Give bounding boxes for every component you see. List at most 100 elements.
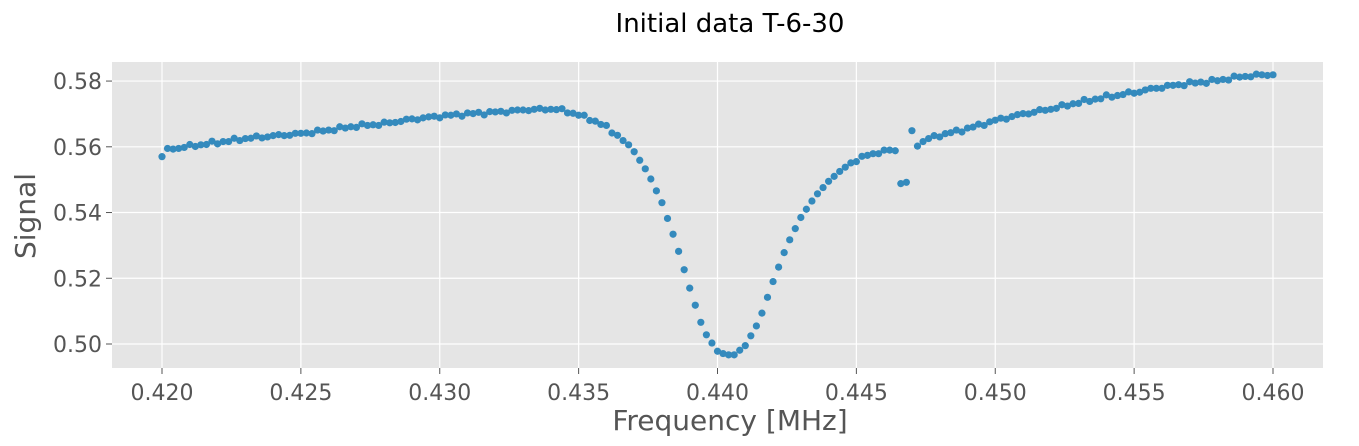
data-point xyxy=(613,131,622,139)
data-point xyxy=(1097,95,1105,103)
data-point xyxy=(547,105,555,113)
x-tick-label: 0.440 xyxy=(686,381,749,406)
data-point xyxy=(775,263,783,271)
data-point xyxy=(1263,71,1272,80)
data-point xyxy=(652,187,660,195)
data-point xyxy=(1252,70,1260,78)
data-point xyxy=(158,153,166,161)
data-point xyxy=(586,116,594,125)
data-point xyxy=(258,134,266,142)
data-point xyxy=(302,129,311,137)
data-point xyxy=(1169,81,1177,89)
data-point xyxy=(597,120,605,129)
data-point xyxy=(919,137,927,146)
data-point xyxy=(541,106,549,114)
data-point xyxy=(758,309,766,317)
data-point xyxy=(375,121,383,130)
data-point xyxy=(1041,106,1049,114)
data-point xyxy=(1219,75,1227,84)
data-point xyxy=(419,114,427,122)
data-point xyxy=(291,129,299,137)
x-tick-label: 0.445 xyxy=(825,381,888,406)
data-point xyxy=(202,140,211,149)
data-point xyxy=(1191,79,1199,87)
data-point xyxy=(352,123,361,132)
data-point xyxy=(747,332,755,340)
data-point xyxy=(936,133,944,141)
data-point xyxy=(569,109,577,117)
data-point xyxy=(430,112,438,120)
data-point xyxy=(1136,88,1144,96)
data-point xyxy=(1124,88,1133,96)
data-point xyxy=(308,130,316,138)
data-point xyxy=(886,146,894,154)
data-point xyxy=(213,140,222,148)
data-point xyxy=(475,108,483,116)
data-point xyxy=(341,124,349,132)
data-point xyxy=(608,129,616,137)
x-tick-label: 0.450 xyxy=(964,381,1027,406)
data-point xyxy=(458,112,466,120)
data-point xyxy=(619,136,627,145)
data-point xyxy=(469,110,477,118)
data-point xyxy=(413,116,422,124)
data-point xyxy=(558,105,566,113)
data-point xyxy=(941,130,949,138)
data-point xyxy=(225,137,233,146)
data-point xyxy=(230,134,238,142)
data-point xyxy=(1163,81,1172,89)
data-point xyxy=(247,134,255,142)
x-axis-ticks: 0.420 0.425 0.430 0.435 0.440 0.445 0.450 0.455… xyxy=(131,368,1305,406)
data-point xyxy=(830,172,838,180)
data-point xyxy=(1008,112,1016,121)
data-point xyxy=(330,127,338,135)
data-point xyxy=(269,132,277,140)
chart-title: Initial data T-6-30 xyxy=(616,9,845,39)
data-point xyxy=(1063,102,1072,110)
data-point xyxy=(858,152,866,160)
data-point xyxy=(1186,78,1194,86)
data-point xyxy=(186,140,194,149)
data-point xyxy=(730,351,738,359)
data-point xyxy=(947,129,955,137)
data-point xyxy=(780,249,788,257)
data-point xyxy=(380,118,388,126)
data-point xyxy=(1069,100,1077,108)
data-point xyxy=(863,151,872,159)
data-point xyxy=(1074,99,1083,108)
data-point xyxy=(358,120,366,128)
data-point xyxy=(219,137,227,146)
data-point xyxy=(1247,73,1255,81)
data-point xyxy=(1174,81,1183,89)
data-point xyxy=(241,134,249,143)
data-point xyxy=(1269,71,1277,79)
data-point xyxy=(641,165,649,173)
data-point xyxy=(1213,77,1222,85)
data-point xyxy=(536,104,544,112)
data-point xyxy=(436,114,444,122)
x-tick-label: 0.460 xyxy=(1242,381,1305,406)
data-point xyxy=(1208,75,1216,84)
data-point xyxy=(452,110,461,118)
data-point xyxy=(1091,95,1099,103)
data-point xyxy=(1130,89,1138,97)
data-point xyxy=(819,183,827,192)
data-point xyxy=(1080,95,1088,104)
data-point xyxy=(908,127,916,135)
y-tick-label: 0.50 xyxy=(53,333,102,358)
data-point xyxy=(974,120,983,128)
data-point xyxy=(625,141,633,149)
data-point xyxy=(1180,82,1188,90)
y-tick-label: 0.54 xyxy=(53,202,102,227)
data-point xyxy=(486,108,494,116)
y-tick-label: 0.58 xyxy=(53,70,102,95)
data-point xyxy=(297,129,305,137)
data-point xyxy=(580,111,588,119)
data-point xyxy=(530,105,538,113)
x-tick-label: 0.435 xyxy=(547,381,610,406)
data-point xyxy=(913,142,922,150)
data-point xyxy=(252,132,261,140)
data-point xyxy=(163,144,172,153)
data-point xyxy=(408,115,416,123)
data-point xyxy=(491,108,499,116)
